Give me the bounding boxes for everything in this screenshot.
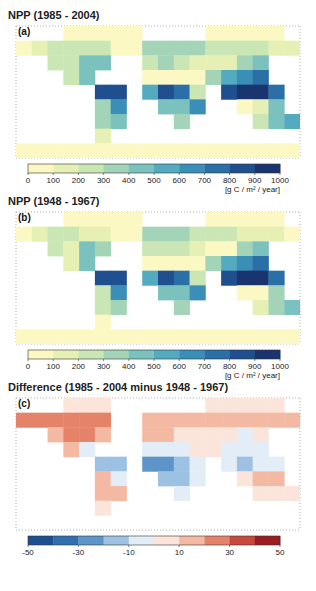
svg-text:800: 800 <box>223 362 237 371</box>
svg-text:900: 900 <box>248 362 262 371</box>
svg-text:100: 100 <box>47 176 61 185</box>
svg-text:300: 300 <box>97 362 111 371</box>
svg-text:-30: -30 <box>73 548 85 557</box>
svg-text:100: 100 <box>47 362 61 371</box>
svg-text:0: 0 <box>26 176 31 185</box>
svg-text:50: 50 <box>276 548 285 557</box>
svg-text:200: 200 <box>72 176 86 185</box>
svg-text:-50: -50 <box>22 548 34 557</box>
svg-text:10: 10 <box>175 548 184 557</box>
svg-text:200: 200 <box>72 362 86 371</box>
svg-text:30: 30 <box>225 548 234 557</box>
html-text:(a): (a) <box>18 26 31 37</box>
svg-text:500: 500 <box>147 176 161 185</box>
svg-text:[g C / m² / year]: [g C / m² / year] <box>225 371 280 380</box>
svg-text:800: 800 <box>223 176 237 185</box>
html-text:Difference (1985 - 2004 minus: Difference (1985 - 2004 minus 1948 - 196… <box>8 381 229 393</box>
svg-text:300: 300 <box>97 176 111 185</box>
html-text:(b): (b) <box>18 212 31 223</box>
html-text:(c): (c) <box>18 398 31 409</box>
svg-text:400: 400 <box>122 362 136 371</box>
svg-text:-10: -10 <box>123 548 135 557</box>
svg-text:0: 0 <box>26 362 31 371</box>
svg-text:700: 700 <box>198 176 212 185</box>
svg-text:500: 500 <box>147 362 161 371</box>
svg-text:700: 700 <box>198 362 212 371</box>
svg-text:600: 600 <box>173 362 187 371</box>
svg-text:600: 600 <box>173 176 187 185</box>
svg-text:900: 900 <box>248 176 262 185</box>
svg-text:1000: 1000 <box>271 362 289 371</box>
svg-text:400: 400 <box>122 176 136 185</box>
svg-text:1000: 1000 <box>271 176 289 185</box>
html-text:NPP (1985 - 2004): NPP (1985 - 2004) <box>8 9 100 21</box>
html-text:NPP (1948 - 1967): NPP (1948 - 1967) <box>8 195 100 207</box>
svg-text:[g C / m² / year]: [g C / m² / year] <box>225 185 280 194</box>
